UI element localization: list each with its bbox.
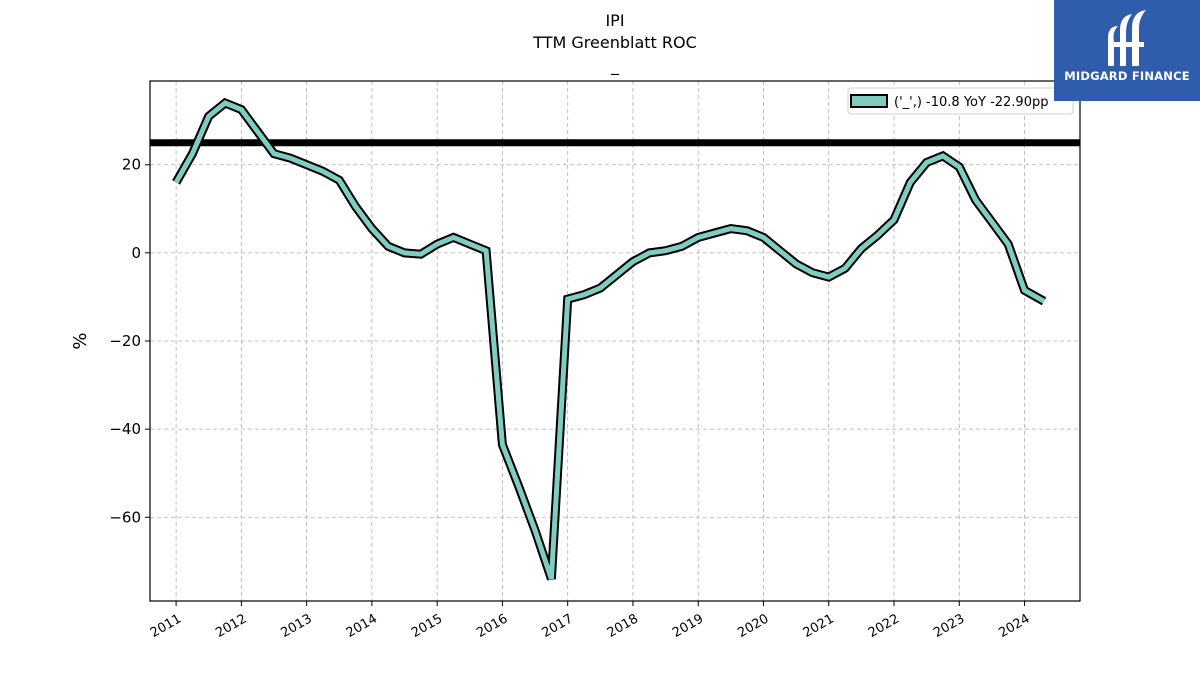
chart-title-line-1: IPI (605, 11, 624, 30)
x-tick-label: 2011 (148, 611, 184, 641)
chart-title-line-2: TTM Greenblatt ROC (532, 33, 697, 52)
x-tick-label: 2015 (409, 611, 445, 641)
series-lines (172, 97, 1047, 581)
x-tick-label: 2017 (540, 611, 576, 641)
y-tick-label: −40 (109, 420, 141, 438)
x-tick-label: 2012 (213, 611, 249, 641)
x-tick-label: 2023 (931, 611, 967, 641)
y-axis-label: % (70, 332, 91, 349)
y-tick-label: −20 (109, 332, 141, 350)
x-tick-label: 2020 (735, 611, 771, 641)
x-tick-label: 2022 (866, 611, 902, 641)
logo-mark-icon (1108, 10, 1146, 66)
x-tick-label: 2014 (344, 611, 380, 641)
series-0-line (173, 100, 1046, 580)
y-tick-label: −60 (109, 508, 141, 526)
legend-label: ('_',) -10.8 YoY -22.90pp (894, 95, 1048, 110)
chart-title: IPI TTM Greenblatt ROC _ (532, 11, 697, 76)
logo-text: MIDGARD FINANCE (1064, 69, 1190, 83)
x-tick-label: 2016 (474, 611, 510, 641)
x-tick-label: 2024 (996, 611, 1032, 641)
x-tick-label: 2019 (670, 611, 706, 641)
x-tick-label: 2018 (605, 611, 641, 641)
x-tick-label: 2013 (278, 611, 314, 641)
y-tick-label: 0 (131, 244, 141, 262)
legend: ('_',) -10.8 YoY -22.90pp (847, 87, 1074, 115)
chart-title-line-3: _ (610, 56, 620, 76)
x-tick-label: 2021 (801, 611, 837, 641)
legend-swatch (850, 94, 888, 108)
y-tick-label: 20 (122, 156, 141, 174)
brand-logo: MIDGARD FINANCE (1054, 0, 1200, 101)
y-axis-ticks: 20 0 −20 −40 −60 (109, 156, 150, 526)
x-axis-ticks: 2011 2012 2013 2014 2015 2016 2017 2018 2019 2020… (148, 601, 1033, 641)
legend-box (847, 87, 1074, 115)
